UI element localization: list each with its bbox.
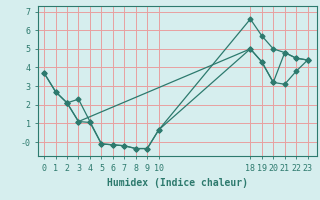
X-axis label: Humidex (Indice chaleur): Humidex (Indice chaleur) <box>107 178 248 188</box>
